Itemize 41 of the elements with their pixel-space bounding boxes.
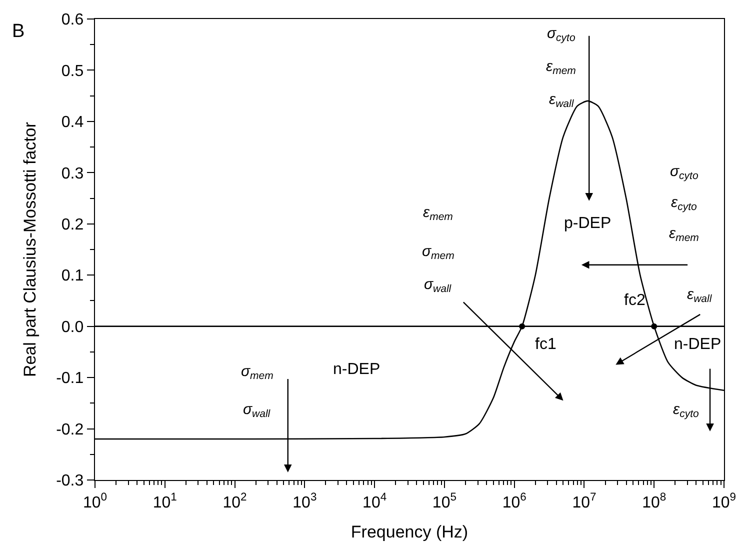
annotation: fc2 — [624, 292, 646, 309]
annotation: ε$_{mem}$ — [423, 204, 454, 224]
annotation: σ$_{cyto}$ — [547, 25, 576, 44]
y-tick-label: -0.2 — [56, 421, 84, 438]
annotation: p-DEP — [564, 215, 612, 232]
annotation: fc1 — [535, 336, 556, 353]
annotation: n-DEP — [333, 361, 380, 378]
annotation: ε$_{cyto}$ — [673, 401, 700, 420]
y-tick-label: 0.1 — [61, 268, 84, 285]
annotation: ε$_{mem}$ — [669, 225, 700, 244]
annotation: ε$_{cyto}$ — [671, 194, 698, 214]
annotation: σ$_{wall}$ — [243, 401, 271, 420]
annotation: ε$_{mem}$ — [546, 58, 576, 78]
annotation: σ$_{cyto}$ — [670, 163, 698, 182]
x-tick-label: 10$^{4}$ — [362, 492, 387, 512]
annotation: ε$_{wall}$ — [687, 286, 712, 306]
x-tick-label: 10$^{2}$ — [222, 492, 247, 512]
annotation: σ$_{mem}$ — [422, 243, 455, 262]
y-tick-label: 0.0 — [61, 318, 84, 336]
x-tick-label: 10$^{3}$ — [292, 492, 317, 512]
annotation: σ$_{mem}$ — [241, 363, 274, 382]
x-tick-label: 10$^{8}$ — [642, 492, 666, 512]
y-tick-label: -0.1 — [56, 370, 84, 388]
y-axis-title: Real part Clausius-Mossotti factor — [20, 122, 40, 378]
y-tick-label: 0.5 — [61, 62, 84, 80]
x-tick-label: 10$^{7}$ — [572, 492, 596, 512]
x-tick-label: 10$^{6}$ — [502, 492, 526, 512]
x-tick-label: 10$^{5}$ — [432, 492, 456, 512]
y-tick-label: 0.6 — [61, 12, 84, 29]
x-tick-label: 10$^{0}$ — [82, 492, 108, 512]
x-tick-label: 10$^{9}$ — [712, 492, 736, 512]
x-axis-title: Frequency (Hz) — [350, 522, 468, 542]
y-tick-label: 0.4 — [61, 114, 84, 132]
y-tick-label: 0.3 — [61, 165, 84, 182]
annotation: ε$_{wall}$ — [549, 91, 574, 110]
y-tick-label: 0.2 — [61, 216, 84, 234]
annotation: σ$_{wall}$ — [424, 276, 452, 296]
annotation: n-DEP — [674, 336, 722, 353]
x-tick-label: 10$^{1}$ — [152, 492, 177, 512]
text: B — [12, 21, 25, 42]
y-tick-label: -0.3 — [56, 472, 84, 490]
